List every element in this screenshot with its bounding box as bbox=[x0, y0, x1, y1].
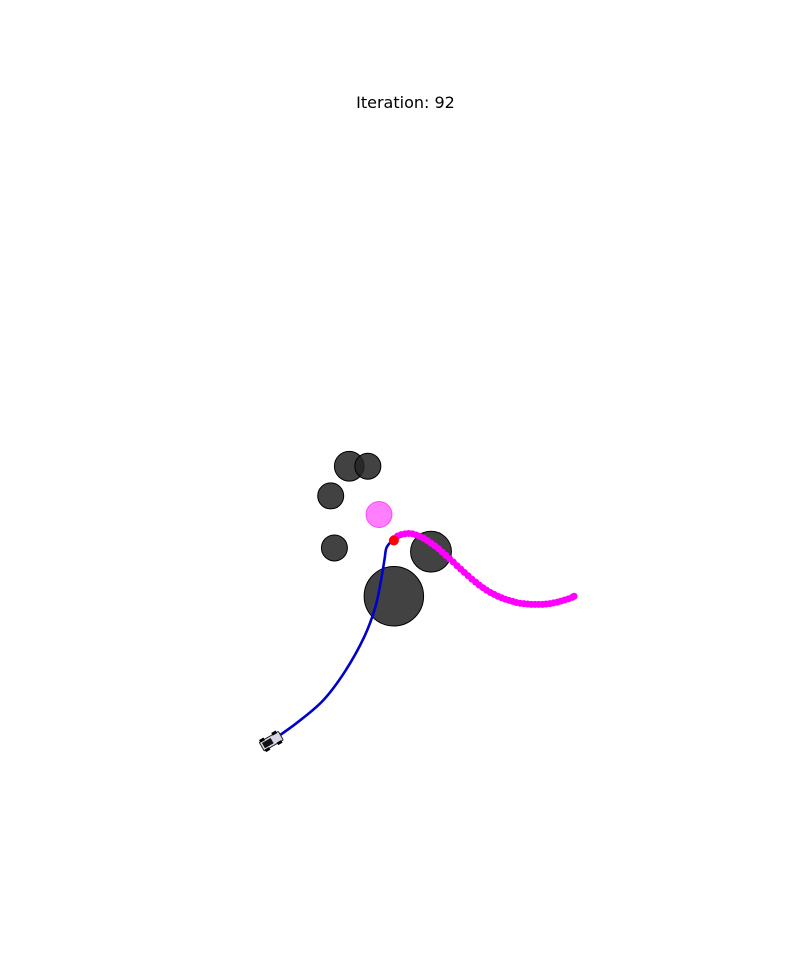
trajectory-point-50 bbox=[570, 592, 578, 600]
obstacle-5 bbox=[363, 566, 425, 627]
obstacle-2 bbox=[354, 452, 382, 480]
current-position-marker bbox=[388, 535, 399, 546]
goal-marker bbox=[365, 501, 393, 529]
robot-layer bbox=[259, 730, 284, 753]
robot-path-line bbox=[269, 537, 396, 743]
robot-path-layer bbox=[269, 537, 396, 743]
robot-wheel-front-right bbox=[276, 740, 283, 746]
goal-layer bbox=[365, 501, 393, 529]
robot-cabin bbox=[261, 738, 274, 749]
robot-wheel-front-left bbox=[271, 730, 278, 736]
robot-wheel-rear-right bbox=[264, 747, 271, 753]
predicted-trajectory-layer bbox=[388, 529, 578, 608]
robot-icon bbox=[259, 730, 284, 753]
obstacle-6 bbox=[410, 530, 452, 573]
obstacles-layer bbox=[317, 450, 452, 627]
obstacle-3 bbox=[317, 482, 345, 510]
chart-title: Iteration: 92 bbox=[356, 93, 455, 112]
robot-wheel-rear-left bbox=[259, 737, 265, 743]
obstacle-4 bbox=[320, 534, 348, 562]
